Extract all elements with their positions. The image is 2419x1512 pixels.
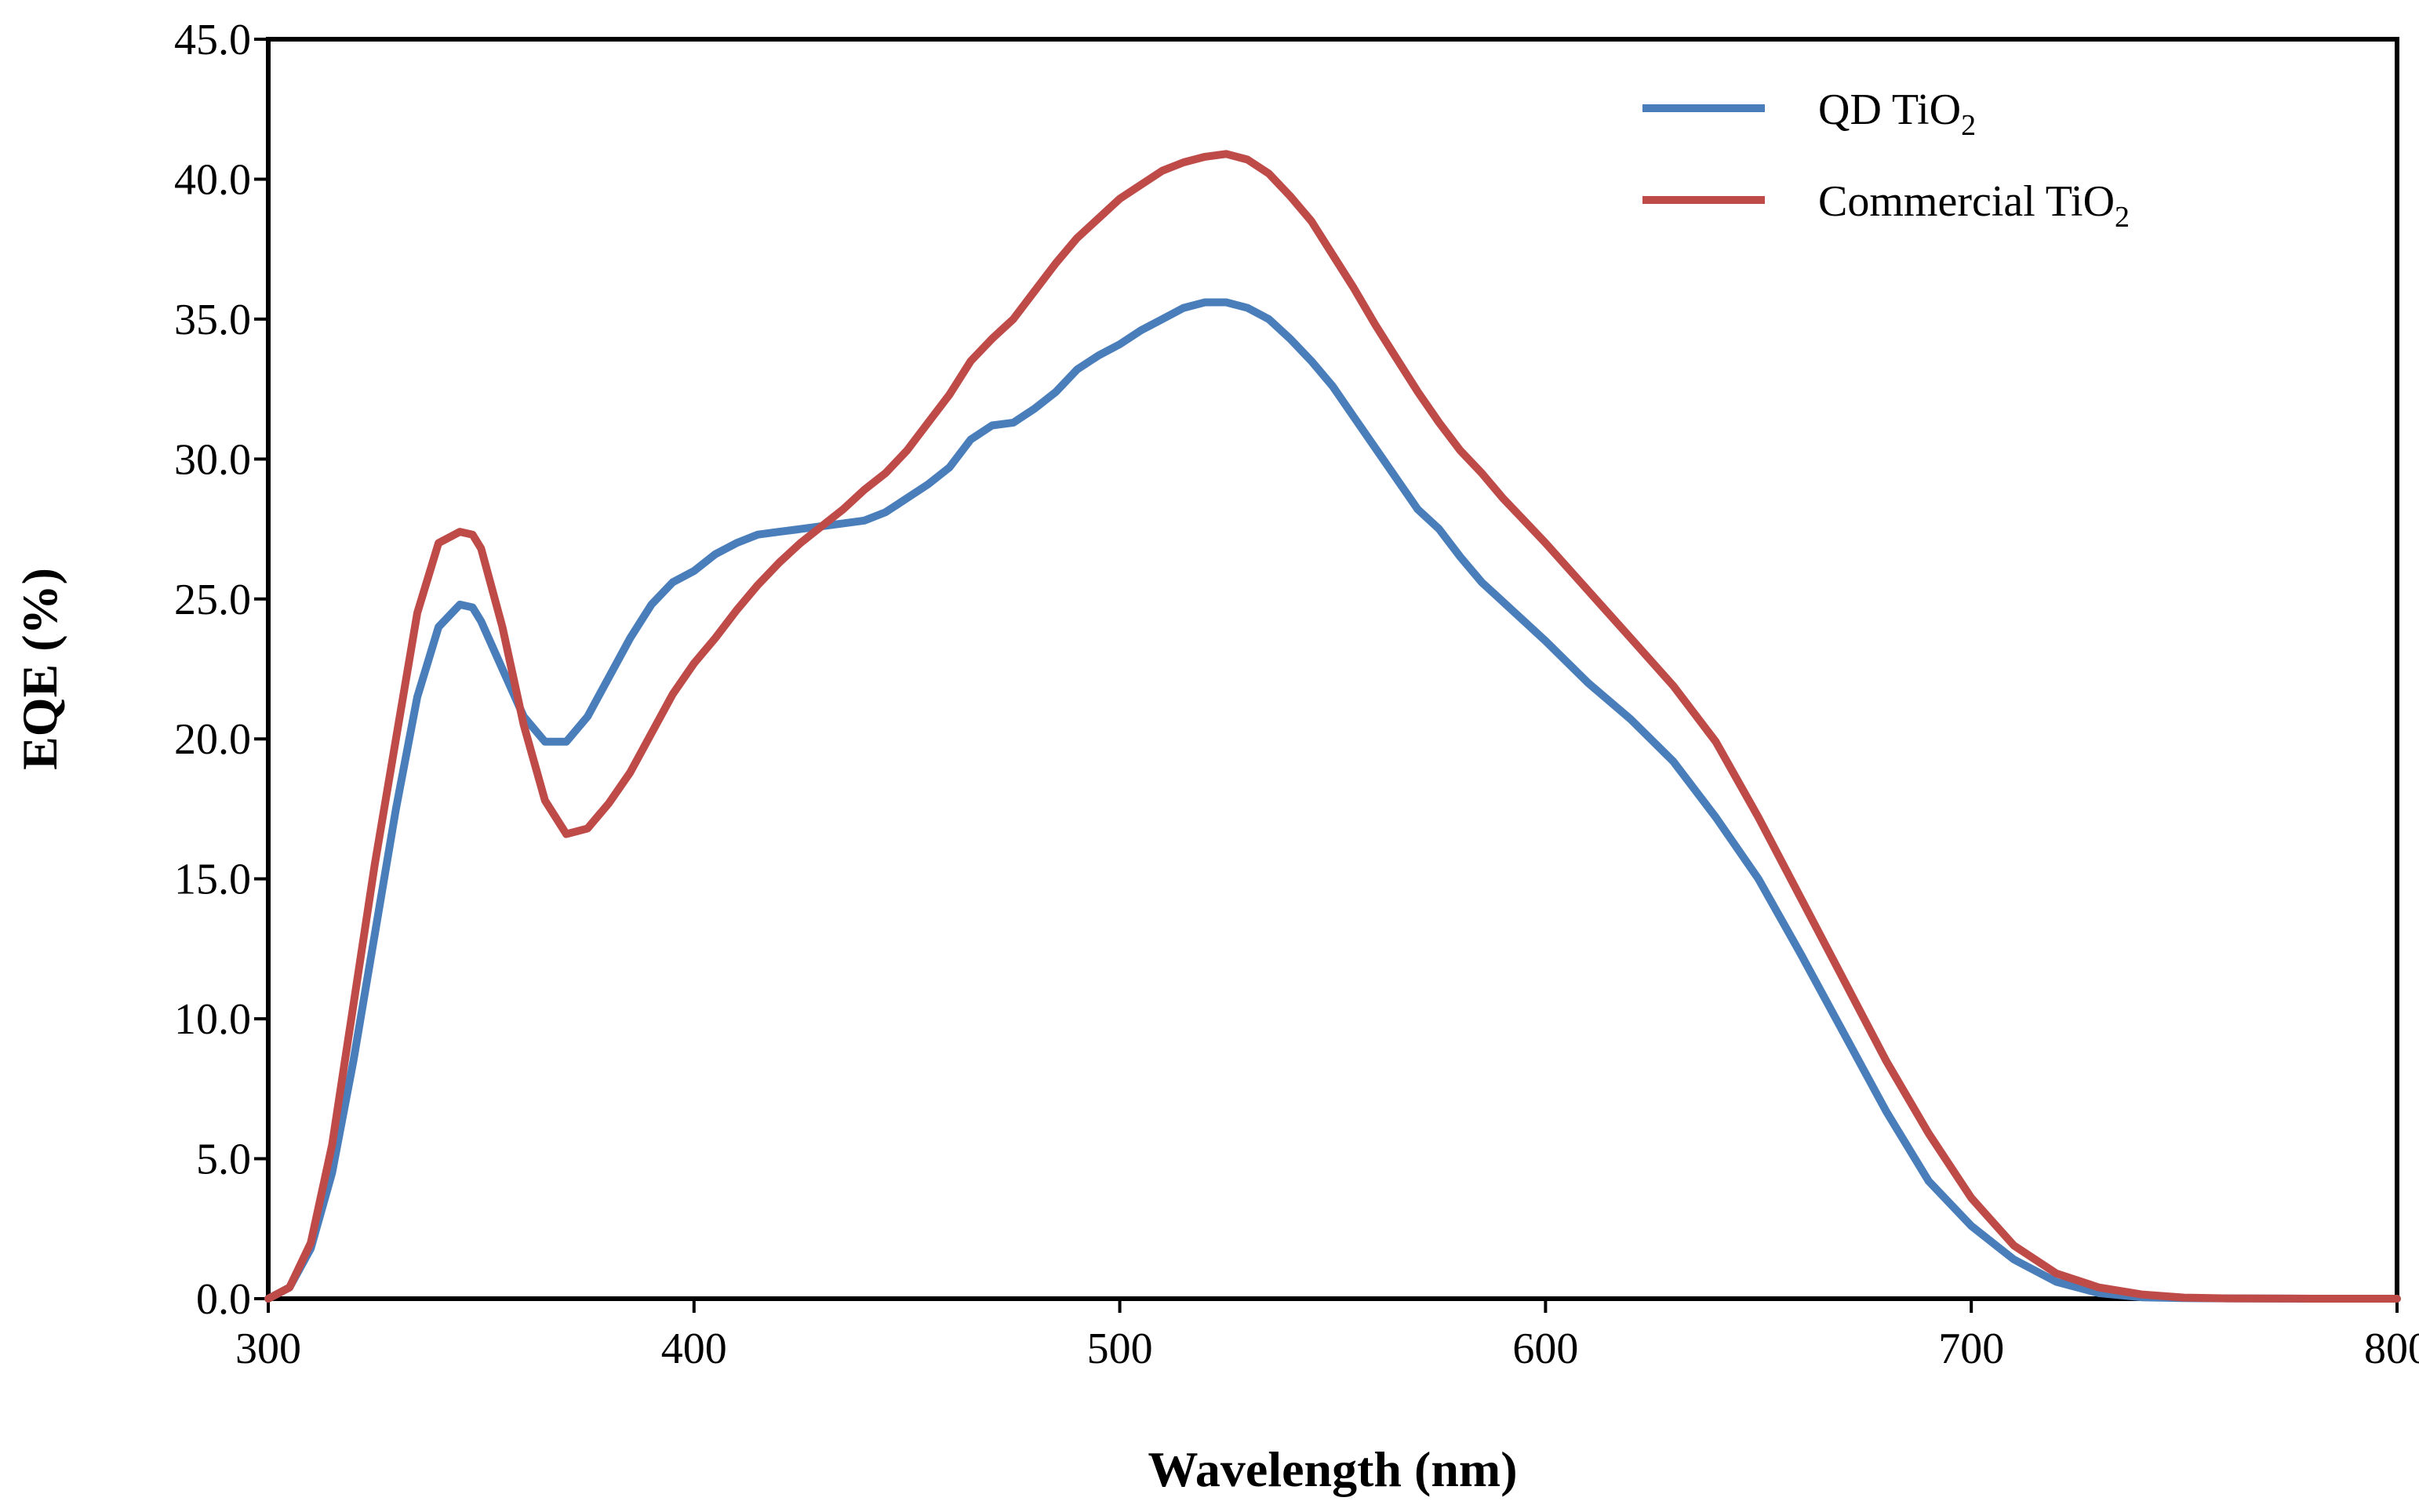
series-line-commercial-tio2 [264, 150, 2401, 1303]
legend-label-commercial-tio2: Commercial TiO2 [1818, 177, 2130, 234]
legend-label-qd-tio2: QD TiO2 [1818, 85, 1976, 142]
y-axis-ticks: 0.0 5.0 10.0 15.0 20.0 25.0 30.0 35.0 40.0 45.0 [174, 16, 268, 1324]
x-tick-label: 500 [1087, 1325, 1153, 1373]
y-tick-label: 45.0 [174, 16, 251, 64]
x-tick-label: 700 [1938, 1325, 2004, 1373]
y-tick-label: 10.0 [174, 995, 251, 1044]
x-axis-ticks: 300 400 500 600 700 800 [235, 1299, 2419, 1373]
series-line-qd-tio2 [264, 298, 2401, 1303]
series-lines [264, 150, 2401, 1303]
x-tick-label: 300 [235, 1325, 301, 1373]
y-tick-label: 0.0 [196, 1275, 251, 1324]
y-tick-label: 35.0 [174, 296, 251, 344]
y-tick-label: 30.0 [174, 435, 251, 484]
x-tick-label: 800 [2364, 1325, 2419, 1373]
y-tick-label: 25.0 [174, 576, 251, 624]
x-tick-label: 600 [1512, 1325, 1578, 1373]
legend-label-commercial-tio2-main: Commercial TiO [1818, 177, 2115, 226]
legend-label-qd-tio2-subscript: 2 [1961, 109, 1976, 142]
legend-label-commercial-tio2-subscript: 2 [2115, 201, 2130, 234]
y-tick-label: 5.0 [196, 1136, 251, 1184]
y-axis-title: EQE (%) [12, 568, 67, 770]
legend: QD TiO2 Commercial TiO2 [1642, 85, 2130, 234]
legend-label-qd-tio2-main: QD TiO [1818, 85, 1961, 134]
plot-area-frame [266, 37, 2399, 1301]
x-axis-title: Wavelength (nm) [1148, 1441, 1517, 1497]
y-tick-label: 15.0 [174, 856, 251, 904]
y-tick-label: 20.0 [174, 715, 251, 764]
x-tick-label: 400 [661, 1325, 727, 1373]
y-tick-label: 40.0 [174, 155, 251, 204]
